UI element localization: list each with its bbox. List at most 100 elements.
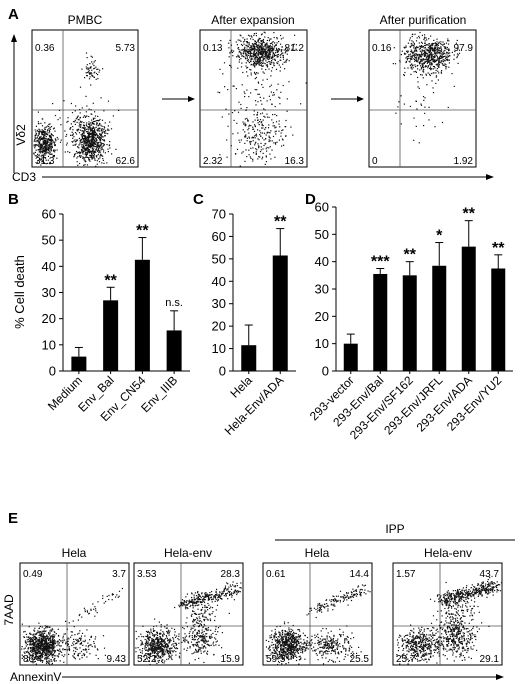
- flow-plot-a2-frame: [199, 29, 308, 168]
- flow-plot-a1-frame: [31, 29, 139, 168]
- flow-plot-e3-q-ll: 59.5: [266, 654, 286, 665]
- chart-c-significance-label: **: [274, 214, 287, 231]
- flow-plot-a2-q-ll: 2.32: [203, 156, 223, 167]
- chart-c-y-tick-label: 20: [212, 319, 226, 334]
- chart-c-ticks: 0 10 20 30 40 50 60 70: [212, 207, 233, 379]
- flow-plot-a2-q-ul: 0.13: [203, 43, 223, 54]
- chart-b-bar: [134, 259, 150, 371]
- flow-plot-a1-q-ur: 5.73: [116, 43, 136, 54]
- panel-label-a: A: [8, 6, 19, 23]
- flow-plot-a1-title: PMBC: [68, 13, 103, 27]
- chart-c-bar: [272, 255, 288, 371]
- flow-plot-a3-q-ur: 97.9: [454, 43, 474, 54]
- flow-plot-e3-events: [265, 584, 371, 666]
- chart-b-ticks: 0 10 20 30 40 50 60: [42, 207, 63, 379]
- flow-plot-e4-q-ur: 43.7: [480, 569, 500, 580]
- flow-plot-e1-q-ll: 86.4: [23, 654, 43, 665]
- chart-b-significance-label: **: [136, 223, 149, 240]
- chart-b-bar: [71, 356, 87, 371]
- flow-plot-e4-q-ll: 25.7: [396, 654, 416, 665]
- chart-c-y-tick-label: 0: [219, 364, 226, 379]
- chart-b-y-tick-label: 60: [42, 207, 56, 222]
- chart-d-bar: [461, 246, 476, 371]
- flow-plot-a3-frame: [368, 29, 477, 168]
- flow-plot-a2-title: After expansion: [211, 13, 294, 27]
- chart-b-y-tick-label: 10: [42, 337, 56, 352]
- chart-b-y-tick-label: 50: [42, 233, 56, 248]
- flow-plot-e4-events: [396, 577, 503, 665]
- chart-c-bar: [241, 345, 257, 371]
- chart-d-significance-label: **: [492, 240, 505, 257]
- chart-c-y-tick-label: 30: [212, 296, 226, 311]
- panel-e-group-label: IPP: [385, 522, 404, 536]
- chart-c-y-tick-label: 40: [212, 274, 226, 289]
- panel-e-x-axis-label: AnnexinV: [10, 670, 61, 684]
- chart-b-y-axis-label: % Cell death: [12, 255, 27, 329]
- flow-plot-a3-q-ul: 0.16: [372, 43, 392, 54]
- chart-b-bar: [166, 330, 182, 371]
- panel-a-x-axis-arrowhead: [486, 174, 494, 180]
- flow-plot-e1-frame: [19, 562, 130, 666]
- panel-a: PMBC 0.36 5.73 31.3 62.6 After expansion…: [11, 13, 494, 184]
- flow-plot-e3-q-ul: 0.61: [266, 569, 286, 580]
- panel-e: IPP Hela Hela-env Hela Hela-env 0.49 3.7…: [2, 522, 515, 684]
- chart-d-bar: [491, 268, 506, 371]
- chart-d-y-tick-label: 60: [315, 200, 329, 215]
- flow-plot-e2-q-ur: 28.3: [221, 569, 241, 580]
- chart-b-y-tick-label: 20: [42, 311, 56, 326]
- flow-plot-e4-q-ul: 1.57: [396, 569, 416, 580]
- flow-plot-e1-events: [21, 587, 123, 666]
- flow-plot-a1-q-ul: 0.36: [35, 43, 55, 54]
- flow-plot-a1-events: [33, 52, 120, 167]
- panel-a-x-axis-label: CD3: [12, 170, 36, 184]
- chart-d-bar: [343, 343, 358, 371]
- chart-d-ticks: 0 10 20 30 40 50 60: [315, 200, 336, 379]
- chart-b-bar: [103, 300, 119, 371]
- flow-plot-a3-events: [392, 31, 461, 144]
- flow-plot-e2-q-lr: 15.9: [221, 654, 241, 665]
- chart-d-significance-label: **: [404, 247, 417, 264]
- chart-d-significance-label: **: [463, 206, 476, 223]
- flow-plot-e3-title: Hela: [305, 546, 330, 560]
- chart-b-y-tick-label: 40: [42, 259, 56, 274]
- chart-c-category-label: Hela: [228, 373, 256, 401]
- chart-d-y-tick-label: 10: [315, 336, 329, 351]
- flow-plot-e3-frame: [262, 562, 373, 666]
- flow-plot-a3-q-lr: 1.92: [454, 156, 474, 167]
- panel-a-y-axis-arrowhead: [11, 34, 17, 42]
- flow-plot-a1-q-lr: 62.6: [116, 156, 136, 167]
- chart-b-significance-label: **: [104, 272, 117, 289]
- chart-d-y-tick-label: 30: [315, 282, 329, 297]
- flow-plot-e3-q-lr: 25.5: [350, 654, 370, 665]
- chart-d-bar: [402, 275, 417, 371]
- flow-plot-a3-title: After purification: [380, 13, 467, 27]
- chart-d-y-tick-label: 40: [315, 254, 329, 269]
- arrowhead-a2-a3: [357, 96, 364, 102]
- panel-e-y-axis-label: 7AAD: [2, 594, 16, 626]
- chart-c-y-tick-label: 60: [212, 229, 226, 244]
- flow-plot-e2-frame: [133, 562, 244, 666]
- flow-plot-e1-q-lr: 9.43: [107, 654, 127, 665]
- flow-plot-e4-q-lr: 29.1: [480, 654, 500, 665]
- chart-d-bar: [373, 273, 388, 371]
- flow-plot-e4-title: Hela-env: [424, 546, 472, 560]
- flow-plot-e4-frame: [392, 562, 503, 666]
- chart-d-y-tick-label: 50: [315, 227, 329, 242]
- panel-label-b: B: [8, 191, 19, 208]
- chart-c-y-tick-label: 70: [212, 207, 226, 222]
- flow-plot-e2-q-ll: 52.2: [137, 654, 157, 665]
- arrowhead-a1-a2: [188, 96, 195, 102]
- chart-b-y-tick-label: 30: [42, 285, 56, 300]
- flow-plot-e2-q-ul: 3.53: [137, 569, 157, 580]
- chart-d-y-tick-label: 20: [315, 309, 329, 324]
- flow-plot-a2-q-lr: 16.3: [285, 156, 305, 167]
- flow-plot-a2-q-ur: 81.2: [285, 43, 305, 54]
- flow-plot-e1-q-ul: 0.49: [23, 569, 43, 580]
- chart-d-significance-label: ***: [371, 254, 390, 271]
- flow-plot-e1-title: Hela: [62, 546, 87, 560]
- flow-plot-e1-q-ur: 3.7: [112, 569, 126, 580]
